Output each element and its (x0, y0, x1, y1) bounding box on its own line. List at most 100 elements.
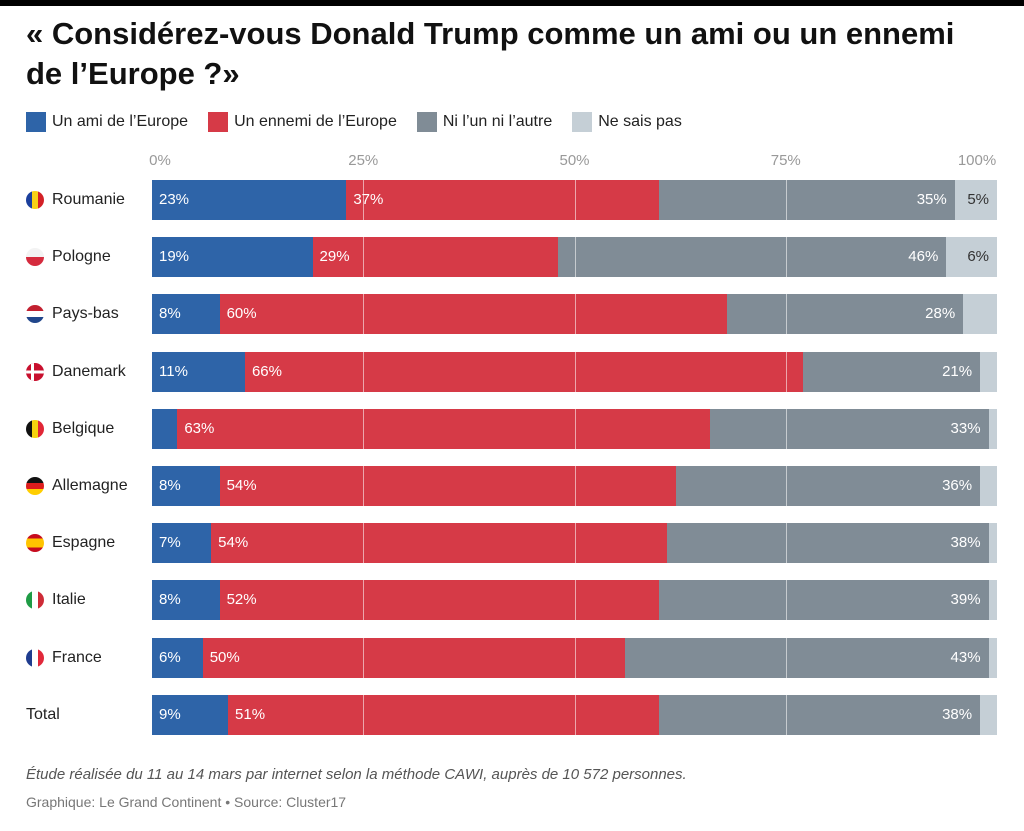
credit-line: Graphique: Le Grand Continent • Source: … (26, 794, 347, 810)
legend-item-ennemi: Un ennemi de l’Europe (208, 112, 397, 132)
data-label-ami: 19% (159, 248, 190, 266)
legend: Un ami de l’Europe Un ennemi de l’Europe N… (26, 112, 702, 132)
bar-segment-nsp (988, 580, 997, 621)
data-label-ni: 21% (942, 362, 973, 380)
data-label-ami: 6% (159, 648, 181, 666)
category-label: Belgique (52, 419, 115, 437)
data-label-ennemi: 51% (235, 705, 266, 723)
data-label-ami: 9% (159, 705, 181, 723)
legend-label: Un ennemi de l’Europe (234, 113, 397, 130)
flag-france-icon (26, 648, 44, 667)
top-border (0, 0, 1024, 6)
row-label: Total (26, 695, 60, 735)
row-label: Espagne (26, 523, 115, 563)
bar-segment-ennemi (211, 523, 668, 564)
stacked-bar: 11% 66% 21% (152, 351, 997, 392)
stacked-bar: 8% 52% 39% (152, 580, 997, 621)
bar-segment-ni (726, 294, 964, 335)
stacked-bar: 8% 60% 28% (152, 294, 997, 335)
bar-segment-ami (152, 523, 212, 564)
data-label-ami: 8% (159, 305, 181, 323)
bar-segment-nsp (980, 351, 997, 392)
flag-spain-icon (26, 534, 44, 553)
legend-swatch-nsp (572, 112, 593, 132)
legend-label: Un ami de l’Europe (52, 113, 189, 130)
flag-denmark-icon (26, 362, 44, 381)
stacked-bar: 6% 50% 43% (152, 637, 997, 678)
row-label: Pays-bas (26, 294, 119, 334)
bar-segment-ennemi (219, 466, 676, 506)
bar-segment-ni (659, 580, 989, 621)
stacked-bar: 63% 33% (152, 408, 997, 449)
bar-segment-ennemi (177, 408, 710, 449)
legend-item-ami: Un ami de l’Europe (26, 112, 188, 132)
x-tick-label: 0% (149, 152, 171, 169)
row-label: Pologne (26, 237, 111, 277)
data-label-ni: 38% (942, 705, 973, 723)
data-label-ennemi: 66% (251, 362, 282, 380)
data-label-ennemi: 52% (226, 591, 257, 609)
stacked-bar: 9% 51% 38% (152, 694, 997, 735)
category-label: Total (26, 705, 60, 723)
data-label-ami: 23% (159, 191, 190, 208)
legend-swatch-ennemi (208, 112, 229, 132)
bar-segment-ami (152, 694, 229, 735)
category-label: Espagne (52, 534, 116, 552)
legend-swatch-ami (26, 112, 46, 132)
row-label: Belgique (26, 409, 114, 449)
bar-segment-ennemi (219, 580, 659, 621)
data-label-ni: 38% (950, 534, 981, 552)
data-label-ni: 36% (942, 477, 973, 494)
chart-title: « Considérez-vous Donald Trump comme un … (26, 16, 955, 91)
bar-segment-nsp (980, 466, 997, 506)
x-tick-label: 50% (559, 152, 590, 169)
bar-segment-ni (667, 523, 989, 564)
data-label-ni: 43% (950, 648, 981, 666)
data-label-ami: 8% (159, 591, 181, 609)
data-label-ennemi: 29% (319, 248, 350, 266)
data-label-ennemi: 50% (209, 648, 240, 666)
bar-segment-ni (802, 351, 981, 392)
stacked-bar: 8% 54% 36% (152, 466, 997, 506)
row-label: Allemagne (26, 466, 128, 506)
gridline (363, 178, 365, 738)
category-label: Danemark (52, 362, 126, 380)
stacked-bar: 23% 37% 35% 5% (152, 180, 997, 220)
legend-item-nsp: Ne sais pas (572, 112, 682, 132)
footnote: Étude réalisée du 11 au 14 mars par inte… (26, 766, 687, 783)
bar-segment-ni (675, 466, 981, 506)
x-tick-label: 75% (770, 152, 801, 169)
flag-netherlands-icon (26, 305, 44, 324)
data-label-ami: 7% (159, 534, 181, 552)
category-label: Pologne (52, 248, 111, 266)
bar-segment-ami (152, 351, 245, 392)
bar-segment-ami (152, 580, 220, 621)
bar-segment-nsp (963, 294, 997, 335)
gridline (574, 178, 576, 738)
row-label: France (26, 638, 102, 678)
legend-item-ni: Ni l’un ni l’autre (416, 112, 552, 132)
row-label: Danemark (26, 352, 126, 392)
data-label-ni: 33% (950, 419, 981, 437)
data-label-ni: 28% (925, 305, 956, 323)
x-tick-label: 25% (348, 152, 379, 169)
bar-segment-ennemi (202, 637, 626, 678)
bar-segment-nsp (954, 180, 997, 220)
data-label-nsp: 5% (967, 191, 989, 208)
data-label-nsp: 6% (967, 248, 989, 266)
bar-segment-ni (659, 694, 981, 735)
category-label: Roumanie (52, 191, 125, 208)
bar-segment-ami (152, 408, 178, 449)
row-label: Roumanie (26, 180, 125, 220)
legend-swatch-ni (416, 112, 437, 132)
bar-segment-ni (659, 180, 955, 220)
flag-poland-icon (26, 248, 44, 267)
category-label: Allemagne (52, 477, 128, 494)
data-label-ennemi: 54% (226, 477, 257, 494)
bar-segment-ennemi (244, 351, 803, 392)
data-label-ennemi: 54% (218, 534, 249, 552)
stacked-bar: 19% 29% 46% 6% (152, 237, 997, 278)
bar-segment-nsp (988, 637, 997, 678)
data-label-ni: 46% (908, 248, 939, 266)
data-label-ni: 39% (950, 591, 981, 609)
